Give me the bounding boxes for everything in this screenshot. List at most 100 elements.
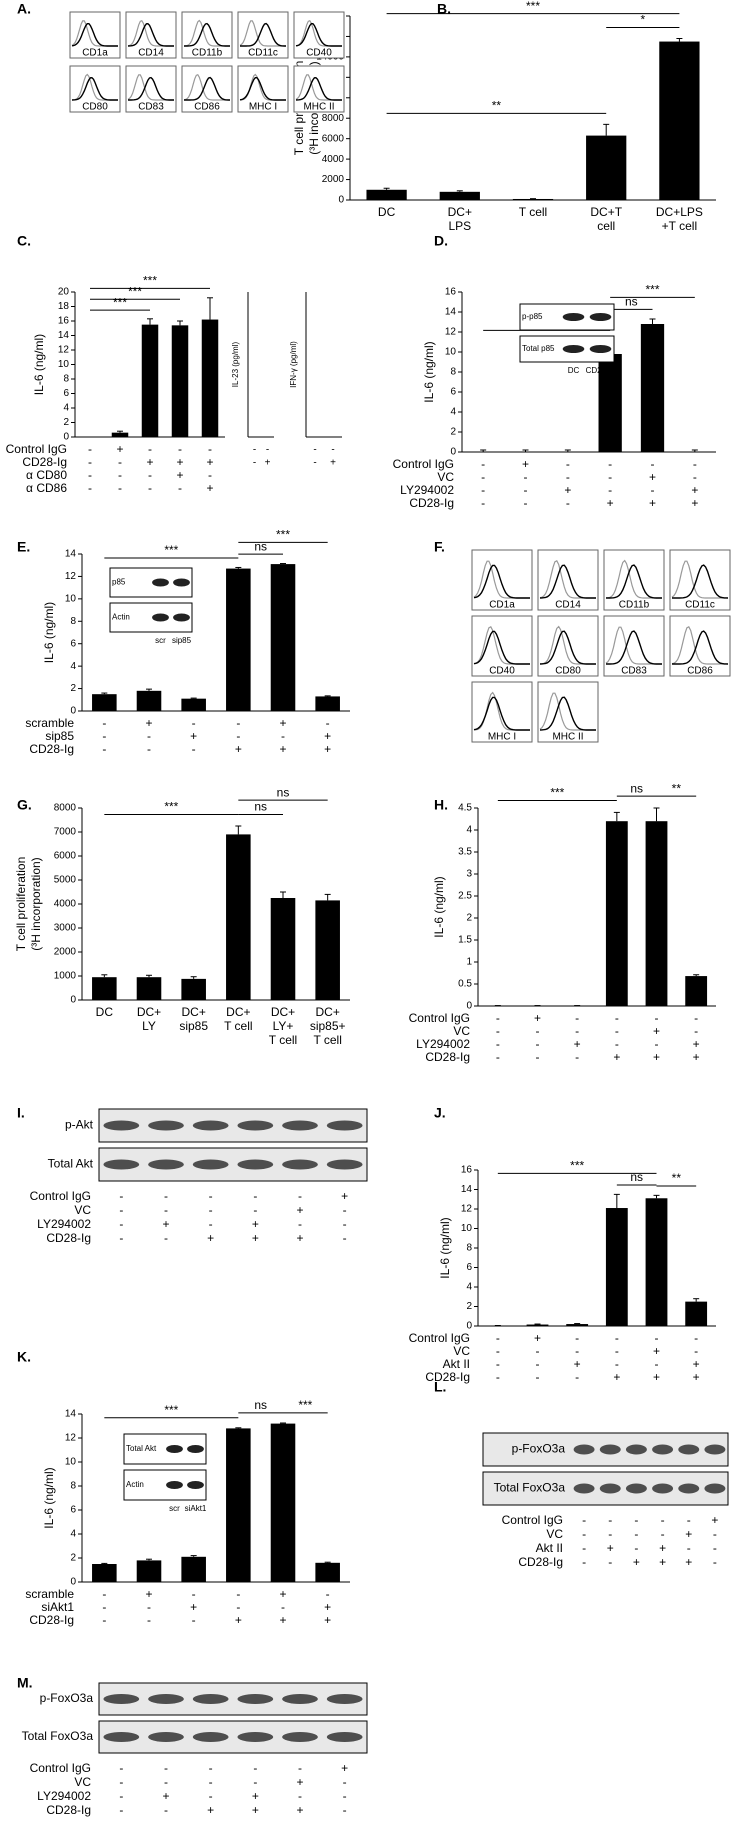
condition-sign: -	[575, 1024, 579, 1038]
bar	[659, 41, 700, 200]
condition-label: siAkt1	[41, 1600, 74, 1614]
blot-band	[103, 1159, 140, 1170]
condition-sign: +	[613, 1370, 620, 1384]
blot-band	[625, 1444, 647, 1455]
condition-sign: -	[481, 470, 485, 484]
condition-sign: +	[613, 1050, 620, 1064]
histogram-label: CD83	[138, 102, 164, 113]
condition-sign: -	[524, 483, 528, 497]
condition-sign: -	[147, 1600, 151, 1614]
condition-sign: +	[711, 1513, 718, 1527]
significance-label: ns	[630, 781, 643, 795]
condition-sign: -	[655, 1037, 659, 1051]
condition-label: scramble	[25, 1587, 74, 1601]
y-tick-label: 8	[450, 367, 456, 378]
significance-label: ns	[254, 1398, 267, 1412]
condition-sign: -	[281, 729, 285, 743]
condition-sign: -	[536, 1050, 540, 1064]
condition-sign: -	[496, 1344, 500, 1358]
y-axis-title: IL-6 (ng/ml)	[32, 334, 46, 395]
condition-sign: -	[524, 470, 528, 484]
histogram-label: CD80	[555, 666, 581, 677]
blot-band	[166, 1445, 183, 1453]
y-axis-title: IL-6 (ng/ml)	[42, 602, 56, 663]
condition-sign: -	[582, 1541, 586, 1555]
condition-sign: +	[116, 442, 123, 456]
histogram-label: CD11b	[619, 600, 650, 611]
condition-sign: +	[685, 1555, 692, 1569]
y-tick-label: 16	[58, 316, 70, 327]
condition-sign: -	[496, 1050, 500, 1064]
condition-label: Control IgG	[30, 1761, 91, 1775]
y-axis-title: IL-6 (ng/ml)	[422, 341, 436, 402]
panel-letter: L.	[434, 1379, 446, 1395]
condition-label: VC	[546, 1527, 563, 1541]
blot-band	[625, 1483, 647, 1494]
condition-label: Control IgG	[6, 442, 67, 456]
bar	[315, 900, 340, 1000]
panel-letter: J.	[434, 1105, 446, 1121]
bar	[226, 568, 251, 711]
y-tick-label: 8000	[54, 803, 77, 814]
condition-sign: -	[481, 457, 485, 471]
condition-label: CD28-Ig	[22, 455, 67, 469]
condition-sign: -	[693, 457, 697, 471]
blot-strip	[98, 1720, 368, 1754]
histogram-label: CD1a	[82, 48, 108, 59]
y-tick-label: 14	[65, 1409, 77, 1420]
condition-sign: -	[209, 1203, 213, 1217]
condition-label: VC	[74, 1203, 91, 1217]
significance-label: ***	[550, 786, 564, 800]
condition-sign: -	[496, 1011, 500, 1025]
x-tick-label: LY	[142, 1019, 156, 1033]
y-tick-label: 6	[70, 638, 76, 649]
significance-label: ***	[570, 1158, 584, 1172]
histogram-marker	[473, 696, 530, 731]
condition-sign: -	[119, 1203, 123, 1217]
condition-sign: -	[253, 1189, 257, 1203]
blot-band	[237, 1159, 274, 1170]
inset-row-label: Total Akt	[126, 1444, 157, 1453]
inset-row-label: Actin	[126, 1480, 144, 1489]
y-axis-title: IL-6 (ng/ml)	[42, 1467, 56, 1528]
blot-band	[704, 1444, 726, 1455]
inset-lane-label: scr	[169, 1504, 180, 1513]
condition-sign: -	[615, 1331, 619, 1345]
x-tick-label: DC+LPS	[656, 205, 703, 219]
condition-sign: +	[206, 455, 213, 469]
condition-sign: -	[566, 496, 570, 510]
condition-sign: -	[313, 445, 316, 456]
condition-sign: +	[176, 455, 183, 469]
y-tick-label: 3.5	[458, 847, 472, 858]
condition-sign: -	[651, 457, 655, 471]
condition-sign: -	[209, 1775, 213, 1789]
bar	[181, 698, 206, 711]
condition-sign: +	[330, 458, 336, 469]
x-tick-label: DC+	[181, 1005, 205, 1019]
y-axis-title: IL-6 (ng/ml)	[432, 876, 446, 937]
significance-label: **	[672, 1171, 682, 1185]
condition-sign: -	[266, 445, 269, 456]
y-tick-label: 10	[445, 347, 457, 358]
condition-sign: -	[209, 1789, 213, 1803]
condition-sign: -	[693, 470, 697, 484]
histogram-label: CD1a	[489, 600, 515, 611]
y-tick-label: 0	[70, 706, 76, 717]
y-tick-label: 0	[63, 432, 69, 443]
blot-band	[678, 1483, 700, 1494]
y-tick-label: 8000	[322, 113, 345, 124]
histogram-marker	[473, 630, 530, 665]
condition-sign: -	[524, 496, 528, 510]
histogram-marker	[184, 22, 230, 47]
condition-sign: -	[634, 1527, 638, 1541]
condition-sign: -	[147, 1613, 151, 1627]
y-tick-label: 4	[70, 661, 76, 672]
bar	[136, 690, 162, 711]
y-tick-label: 0	[450, 447, 456, 458]
histogram-frame	[537, 615, 599, 677]
blot-band	[282, 1694, 318, 1704]
significance-label: ***	[128, 284, 142, 298]
panel-letter: I.	[17, 1105, 25, 1121]
blot-band	[103, 1732, 140, 1742]
